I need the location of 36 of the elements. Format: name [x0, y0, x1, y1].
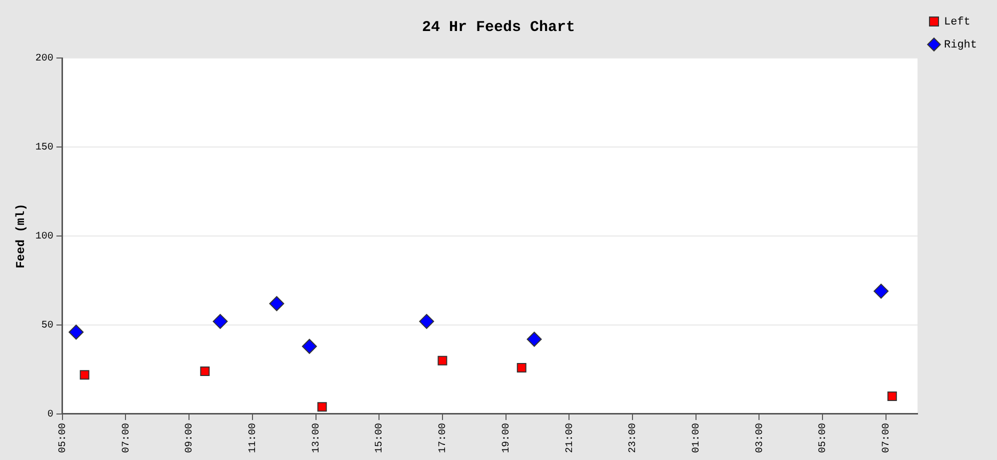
- legend-label: Left: [944, 16, 970, 28]
- x-tick-label: 21:00: [564, 422, 576, 454]
- x-tick-label: 05:00: [58, 422, 70, 454]
- x-tick-label: 07:00: [881, 422, 892, 454]
- legend-label: Right: [944, 39, 978, 52]
- y-tick-label: 150: [35, 142, 54, 154]
- chart-title: 24 Hr Feeds Chart: [422, 18, 576, 36]
- x-tick-label: 13:00: [311, 422, 322, 454]
- x-tick-label: 19:00: [501, 422, 512, 454]
- y-axis-title: Feed (ml): [14, 204, 28, 268]
- point: [874, 284, 889, 299]
- point: [269, 296, 284, 312]
- y-tick-label: 200: [35, 54, 54, 65]
- point: [526, 332, 542, 347]
- x-tick-label: 07:00: [121, 422, 132, 454]
- point: [419, 314, 434, 329]
- x-tick-label: 05:00: [818, 422, 830, 454]
- point: [302, 338, 317, 354]
- x-tick-label: 03:00: [754, 422, 766, 454]
- x-tick-label: 15:00: [374, 422, 386, 454]
- y-tick-label: 0: [47, 410, 54, 421]
- y-tick-label: 50: [41, 320, 54, 332]
- point: [200, 366, 210, 376]
- point: [212, 314, 228, 329]
- x-tick-label: 11:00: [248, 422, 260, 454]
- point: [317, 402, 327, 412]
- x-tick-label: 23:00: [628, 422, 640, 454]
- point: [68, 324, 84, 340]
- point: [516, 362, 526, 372]
- x-tick-label: 17:00: [438, 422, 450, 454]
- point: [887, 391, 897, 401]
- y-tick-label: 100: [35, 232, 54, 243]
- point: [80, 370, 90, 380]
- x-tick-label: 01:00: [691, 422, 702, 454]
- point: [438, 356, 448, 366]
- x-tick-label: 09:00: [184, 422, 196, 454]
